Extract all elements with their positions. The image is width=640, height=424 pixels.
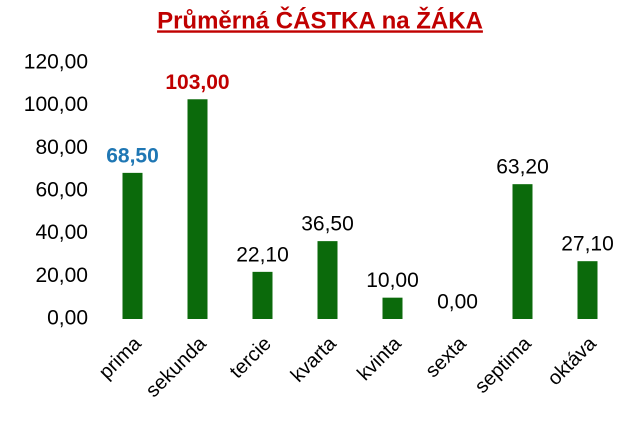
- value-label: 22,10: [236, 243, 289, 266]
- value-label: 36,50: [301, 213, 354, 236]
- value-label: 10,00: [366, 269, 419, 292]
- value-label: 63,20: [496, 156, 549, 179]
- x-tick-label: kvinta: [353, 332, 406, 385]
- x-tick-label: kvarta: [287, 332, 342, 387]
- x-tick-label: sekunda: [142, 332, 212, 402]
- bar: [512, 184, 533, 319]
- y-tick-label: 100,00: [24, 93, 88, 116]
- value-label: 0,00: [437, 291, 478, 314]
- value-label: 27,10: [561, 233, 614, 256]
- y-tick-label: 60,00: [35, 179, 88, 202]
- x-tick-label: sexta: [421, 332, 471, 382]
- value-label: 68,50: [106, 144, 159, 167]
- value-label: 103,00: [165, 71, 229, 94]
- bar: [122, 172, 143, 319]
- x-tick-label: septima: [471, 332, 537, 398]
- y-tick-label: 80,00: [35, 136, 88, 159]
- y-tick-label: 120,00: [24, 51, 88, 74]
- bar: [252, 271, 273, 319]
- y-tick-label: 40,00: [35, 221, 88, 244]
- y-tick-label: 20,00: [35, 264, 88, 287]
- chart-title: Průměrná ČÁSTKA na ŽÁKA: [157, 6, 483, 34]
- bar: [317, 241, 338, 319]
- y-tick-label: 0,00: [47, 307, 88, 330]
- x-tick-label: prima: [95, 332, 147, 384]
- bar: [187, 99, 208, 320]
- bar: [577, 261, 598, 319]
- bar: [382, 297, 403, 319]
- x-tick-label: tercie: [226, 333, 276, 383]
- x-tick-label: oktáva: [544, 332, 602, 390]
